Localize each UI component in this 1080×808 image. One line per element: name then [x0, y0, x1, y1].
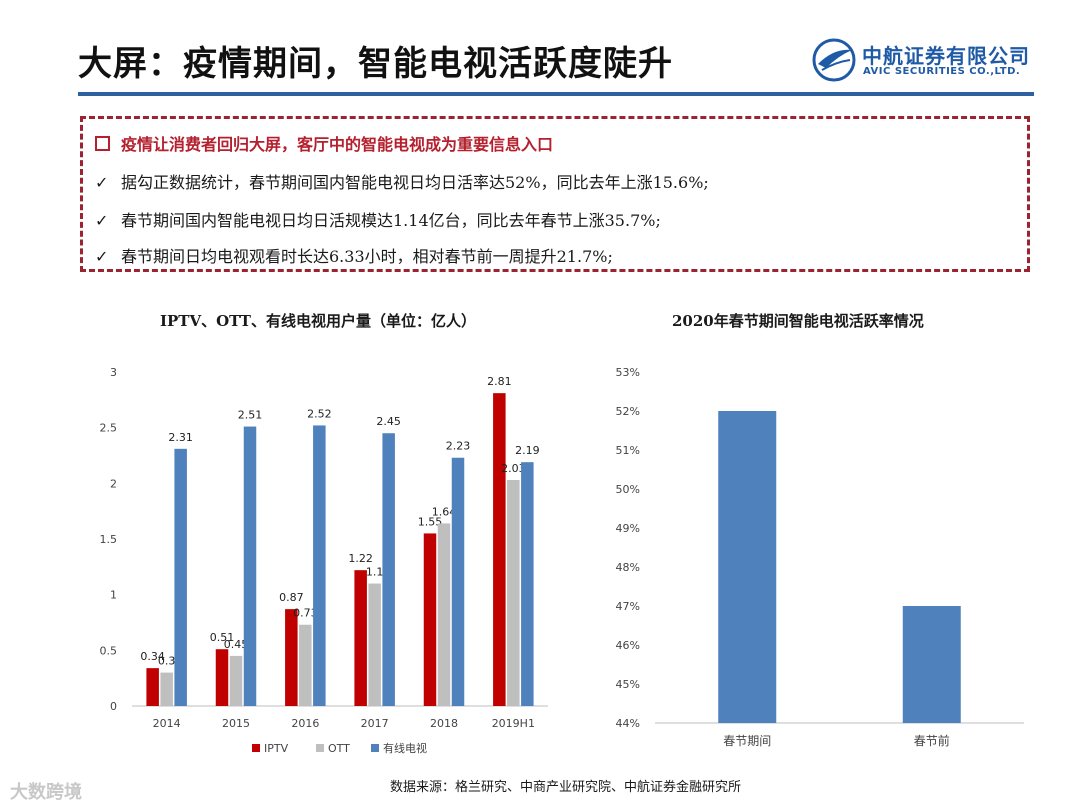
bar-IPTV: [423, 533, 437, 706]
y-tick-label: 3: [110, 366, 117, 379]
data-label: 2.81: [487, 375, 512, 388]
summary-headline-text: 疫情让消费者回归大屏，客厅中的智能电视成为重要信息入口: [121, 135, 554, 154]
bar-有线电视: [243, 426, 257, 706]
x-tick-label: 2017: [361, 717, 389, 730]
legend-label: OTT: [328, 742, 350, 755]
data-label: 0.34: [140, 650, 165, 663]
y-tick-label: 46%: [616, 639, 640, 652]
data-label: 0.45: [224, 638, 249, 651]
y-tick-label: 2: [110, 477, 117, 490]
y-tick-label: 49%: [616, 522, 640, 535]
data-label: 0.51: [210, 631, 235, 644]
y-tick-label: 52%: [616, 405, 640, 418]
summary-bullet: ✓ 春节期间国内智能电视日均日活规模达1.14亿台，同比去年春节上涨35.7%;: [95, 207, 661, 231]
bar-IPTV: [354, 570, 367, 706]
data-label: 1.1: [366, 566, 384, 579]
bar-有线电视: [451, 457, 465, 706]
bar-OTT: [299, 624, 312, 706]
bar-OTT: [229, 655, 243, 706]
y-tick-label: 0.5: [100, 644, 118, 657]
check-icon: ✓: [95, 211, 109, 230]
x-tick-label: 2019H1: [492, 717, 535, 730]
y-tick-label: 51%: [616, 444, 640, 457]
summary-bullet-text: 春节期间国内智能电视日均日活规模达1.14亿台，同比去年春节上涨35.7%;: [121, 211, 661, 230]
summary-box: 疫情让消费者回归大屏，客厅中的智能电视成为重要信息入口 ✓ 据勾正数据统计，春节期…: [80, 116, 1030, 272]
x-tick-label: 2016: [291, 717, 319, 730]
data-label: 2.51: [238, 409, 263, 422]
bar-有线电视: [521, 462, 534, 706]
bar-OTT: [437, 523, 451, 706]
chart2-title: 2020年春节期间智能电视活跃率情况: [672, 312, 924, 330]
logo-chinese-name: 中航证券有限公司: [862, 44, 1030, 68]
title-divider: [78, 92, 1034, 96]
summary-bullet-text: 据勾正数据统计，春节期间国内智能电视日均日活率达52%，同比去年上涨15.6%;: [121, 173, 709, 192]
bar-OTT: [368, 583, 381, 706]
avic-logo-icon: [812, 38, 856, 82]
x-tick-label: 春节前: [914, 733, 950, 748]
data-label: 2.45: [376, 415, 401, 428]
data-label: 2.31: [168, 431, 193, 444]
data-label: 1.55: [418, 515, 443, 528]
data-label: 0.3: [158, 655, 176, 668]
legend-label: 有线电视: [383, 741, 427, 755]
bar-IPTV: [215, 649, 229, 706]
bar-IPTV: [285, 609, 298, 706]
y-tick-label: 45%: [616, 678, 640, 691]
data-label: 2.23: [446, 440, 471, 453]
y-tick-label: 1.5: [100, 533, 118, 546]
summary-headline: 疫情让消费者回归大屏，客厅中的智能电视成为重要信息入口: [95, 131, 553, 155]
data-source-note: 数据来源：格兰研究、中商产业研究院、中航证券金融研究所: [390, 780, 742, 795]
legend-swatch: [316, 744, 324, 752]
x-tick-label: 2014: [153, 717, 181, 730]
data-label: 0.87: [279, 591, 304, 604]
y-tick-label: 2.5: [100, 422, 118, 435]
bar: [902, 606, 961, 723]
data-label: 0.73: [293, 607, 318, 620]
bar-有线电视: [174, 448, 187, 706]
bar-IPTV: [493, 393, 506, 706]
square-bullet-icon: [95, 136, 110, 151]
chart1-title: IPTV、OTT、有线电视用户量（单位：亿人）: [160, 312, 476, 330]
summary-bullet: ✓ 据勾正数据统计，春节期间国内智能电视日均日活率达52%，同比去年上涨15.6%…: [95, 169, 709, 193]
bar-有线电视: [382, 433, 395, 706]
summary-bullet-text: 春节期间日均电视观看时长达6.33小时，相对春节前一周提升21.7%;: [121, 247, 613, 266]
x-tick-label: 2018: [430, 717, 458, 730]
bar-OTT: [507, 479, 520, 706]
legend-swatch: [371, 744, 379, 752]
bar: [718, 411, 777, 723]
bar-OTT: [160, 672, 173, 706]
data-label: 1.22: [348, 552, 373, 565]
company-logo: 中航证券有限公司 AVIC SECURITIES CO.,LTD.: [812, 38, 1034, 84]
watermark: 大数跨境: [10, 782, 82, 803]
legend-label: IPTV: [264, 742, 289, 755]
y-tick-label: 48%: [616, 561, 640, 574]
y-tick-label: 53%: [616, 366, 640, 379]
y-tick-label: 44%: [616, 717, 640, 730]
check-icon: ✓: [95, 173, 109, 192]
y-tick-label: 1: [110, 589, 117, 602]
page-title: 大屏：疫情期间，智能电视活跃度陡升: [78, 44, 673, 84]
x-tick-label: 春节期间: [723, 734, 771, 748]
legend-swatch: [252, 744, 260, 752]
data-label: 2.03: [501, 462, 526, 475]
check-icon: ✓: [95, 247, 109, 266]
y-tick-label: 47%: [616, 600, 640, 613]
x-tick-label: 2015: [222, 717, 250, 730]
bar-IPTV: [146, 668, 159, 706]
data-label: 2.52: [307, 407, 332, 420]
summary-bullet: ✓ 春节期间日均电视观看时长达6.33小时，相对春节前一周提升21.7%;: [95, 243, 613, 267]
bar-有线电视: [313, 425, 326, 706]
logo-english-name: AVIC SECURITIES CO.,LTD.: [863, 66, 1021, 77]
data-label: 2.19: [515, 444, 540, 457]
data-label: 1.64: [432, 505, 457, 518]
y-tick-label: 50%: [616, 483, 640, 496]
y-tick-label: 0: [110, 700, 117, 713]
